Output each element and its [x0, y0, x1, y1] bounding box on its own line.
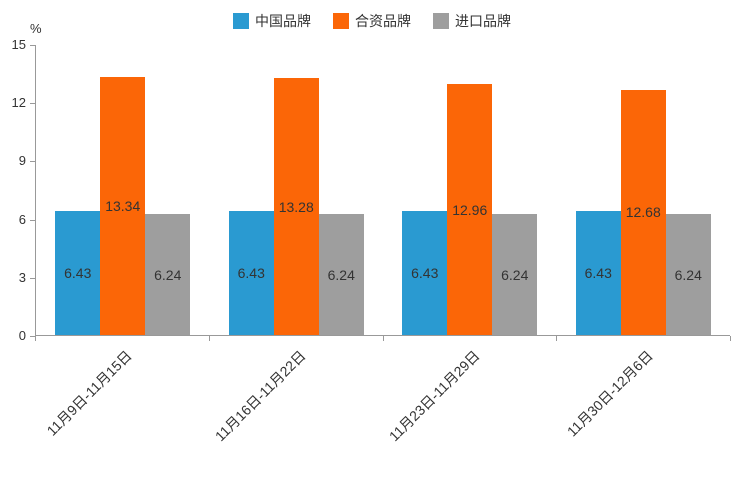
- bar-series1-group1[interactable]: 13.28: [273, 78, 319, 335]
- y-tick-mark: [30, 277, 35, 279]
- bar-series0-group1[interactable]: 6.43: [228, 210, 274, 335]
- y-tick-mark: [30, 336, 35, 337]
- bar-group-1: 6.43 13.28 6.24: [228, 45, 364, 335]
- bar-series2-group1[interactable]: 6.24: [318, 214, 364, 335]
- legend-swatch-icon: [433, 13, 449, 29]
- legend: 中国品牌 合资品牌 进口品牌: [0, 11, 744, 31]
- bar-series2-group0[interactable]: 6.24: [145, 214, 191, 335]
- bar-group-3: 6.43 12.68 6.24: [575, 45, 711, 335]
- bar-series0-group0[interactable]: 6.43: [55, 210, 101, 335]
- y-tick-mark: [30, 45, 35, 46]
- bar-series1-group3[interactable]: 12.68: [620, 89, 666, 335]
- bar-series0-group3[interactable]: 6.43: [575, 210, 621, 335]
- bar-series1-group2[interactable]: 12.96: [447, 84, 493, 335]
- legend-swatch-icon: [333, 13, 349, 29]
- x-axis-label-3: 11月30日-12月6日: [563, 347, 656, 440]
- bar-series0-group2[interactable]: 6.43: [402, 210, 448, 335]
- y-axis-unit-label: %: [30, 21, 42, 36]
- x-tick-mark: [556, 336, 558, 341]
- plot-area: 6.43 13.34 6.24 6.43 13.28 6.24 6.43 12.96 6.24 6…: [35, 45, 730, 336]
- bar-value-label: 6.24: [154, 266, 182, 283]
- x-tick-mark: [35, 336, 36, 341]
- bar-series2-group2[interactable]: 6.24: [492, 214, 538, 335]
- bar-value-label: 6.43: [411, 264, 439, 281]
- y-tick-mark: [30, 103, 35, 105]
- y-tick-label: 6: [18, 211, 26, 227]
- bar-value-label: 6.24: [327, 266, 355, 283]
- bar-value-label: 13.34: [105, 198, 141, 215]
- bar-group-2: 6.43 12.96 6.24: [402, 45, 538, 335]
- bar-series2-group3[interactable]: 6.24: [665, 214, 711, 335]
- legend-label: 合资品牌: [355, 13, 411, 29]
- bar-value-label: 6.24: [674, 266, 702, 283]
- legend-label: 中国品牌: [255, 13, 311, 29]
- x-tick-mark: [730, 336, 731, 341]
- bar-value-label: 6.24: [501, 266, 529, 283]
- y-tick-mark: [30, 161, 35, 163]
- legend-item-series0[interactable]: 中国品牌: [233, 11, 311, 31]
- x-axis-label-2: 11月23日-11月29日: [385, 347, 483, 445]
- bar-value-label: 6.43: [237, 264, 265, 281]
- bar-value-label: 6.43: [584, 264, 612, 281]
- x-tick-mark: [208, 336, 210, 341]
- y-tick-label: 3: [18, 269, 26, 285]
- y-tick-label: 0: [18, 328, 26, 343]
- legend-swatch-icon: [233, 13, 249, 29]
- bar-value-label: 6.43: [64, 264, 92, 281]
- bar-value-label: 12.68: [625, 204, 661, 221]
- legend-label: 进口品牌: [455, 13, 511, 29]
- x-axis-label-1: 11月16日-11月22日: [211, 347, 309, 445]
- bar-group-0: 6.43 13.34 6.24: [55, 45, 191, 335]
- bar-value-label: 12.96: [452, 201, 488, 218]
- bar-series1-group0[interactable]: 13.34: [100, 77, 146, 335]
- bar-value-label: 13.28: [278, 198, 314, 215]
- y-tick-label: 15: [11, 37, 26, 52]
- y-tick-label: 12: [11, 95, 26, 111]
- x-axis-label-0: 11月9日-11月15日: [43, 347, 135, 439]
- y-tick-label: 9: [18, 153, 26, 169]
- y-tick-mark: [30, 219, 35, 221]
- x-tick-mark: [382, 336, 384, 341]
- legend-item-series2[interactable]: 进口品牌: [433, 11, 511, 31]
- legend-item-series1[interactable]: 合资品牌: [333, 11, 411, 31]
